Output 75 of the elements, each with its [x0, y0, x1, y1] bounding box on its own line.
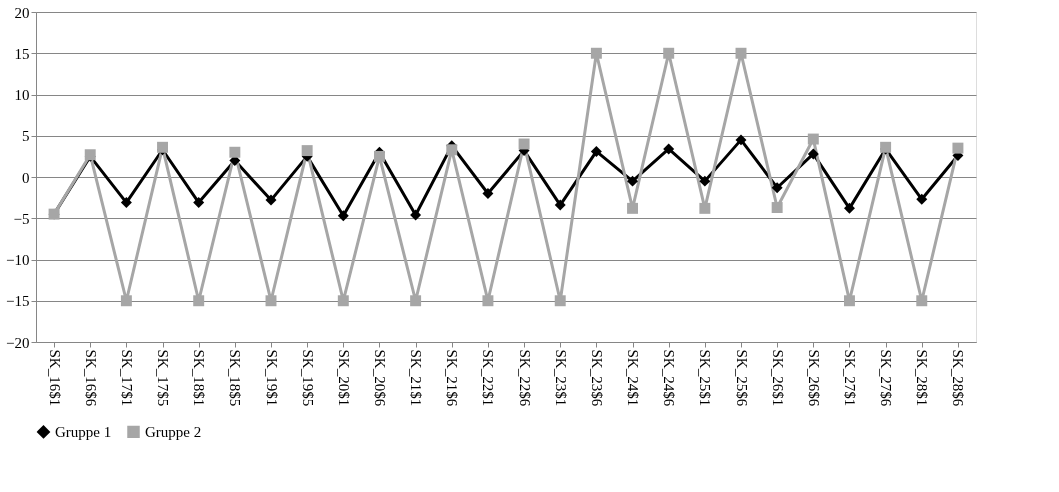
- point: [590, 47, 602, 59]
- x-tick-label: SK_27$6: [878, 349, 895, 407]
- point: [627, 175, 639, 187]
- point: [373, 150, 385, 162]
- point: [265, 295, 277, 307]
- x-tick-label: SK_23$6: [588, 349, 605, 407]
- x-tick-label: SK_17$5: [155, 349, 172, 407]
- point: [446, 144, 458, 156]
- x-tick-label: SK_26$6: [805, 349, 822, 407]
- point: [916, 193, 928, 205]
- point: [663, 47, 675, 59]
- point: [337, 295, 349, 307]
- point: [663, 143, 675, 155]
- point: [482, 188, 494, 199]
- point: [265, 194, 277, 206]
- point: [301, 145, 313, 157]
- point: [120, 197, 132, 209]
- x-tick-label: SK_17$1: [118, 349, 135, 407]
- y-tick-label: 15: [14, 45, 30, 62]
- y-tick-label: 10: [14, 87, 30, 103]
- y-tick-label: −10: [6, 252, 30, 268]
- y-tick-label: −5: [13, 210, 30, 227]
- x-tick-label: SK_24$6: [661, 349, 678, 407]
- x-tick-label: SK_23$1: [552, 349, 569, 407]
- point: [554, 199, 566, 211]
- x-tick-label: SK_20$1: [335, 349, 352, 407]
- x-tick-label: SK_25$1: [697, 349, 714, 407]
- point: [337, 210, 349, 222]
- point: [120, 295, 132, 307]
- point: [554, 295, 566, 307]
- point: [843, 295, 855, 307]
- point: [410, 295, 422, 307]
- point: [843, 202, 855, 214]
- x-tick-label: SK_24$1: [625, 349, 642, 407]
- point: [807, 133, 819, 145]
- point: [590, 145, 602, 157]
- x-tick-label: SK_16$6: [82, 349, 99, 407]
- y-tick-label: 20: [14, 4, 30, 21]
- x-tick-label: SK_19$1: [263, 349, 280, 407]
- x-tick-label: SK_19$5: [299, 349, 316, 407]
- x-tick-label: SK_21$1: [408, 349, 425, 407]
- legend-label: Gruppe 1: [55, 423, 112, 440]
- point: [193, 295, 205, 307]
- point: [410, 209, 422, 221]
- x-tick-label: SK_20$6: [371, 349, 388, 407]
- legend-label: Gruppe 2: [145, 423, 202, 440]
- x-tick-label: SK_22$1: [480, 349, 497, 407]
- point: [193, 197, 205, 209]
- point: [518, 138, 530, 150]
- y-tick-label: −15: [6, 293, 30, 310]
- point: [952, 142, 964, 154]
- y-tick-label: −20: [6, 334, 30, 351]
- point: [735, 134, 747, 146]
- point: [627, 202, 639, 214]
- x-tick-label: SK_26$1: [769, 349, 786, 407]
- y-tick-label: 0: [22, 169, 30, 186]
- x-tick-label: SK_28$6: [950, 349, 967, 407]
- x-tick-label: SK_18$5: [227, 349, 244, 407]
- point: [771, 202, 783, 213]
- point: [699, 175, 711, 187]
- point: [807, 148, 819, 160]
- x-tick-label: SK_21$6: [444, 349, 461, 407]
- x-tick-label: SK_28$1: [914, 349, 931, 407]
- point: [482, 295, 494, 307]
- x-tick-label: SK_18$1: [191, 349, 208, 407]
- point: [699, 202, 711, 214]
- x-tick-label: SK_25$6: [733, 349, 750, 407]
- point: [916, 295, 928, 307]
- x-tick-label: SK_16$1: [46, 349, 63, 407]
- x-tick-label: SK_27$1: [841, 349, 858, 407]
- x-tick-label: SK_22$6: [516, 349, 533, 407]
- point: [735, 47, 747, 59]
- point: [771, 182, 783, 194]
- y-tick-label: 5: [22, 128, 30, 145]
- point: [229, 146, 241, 158]
